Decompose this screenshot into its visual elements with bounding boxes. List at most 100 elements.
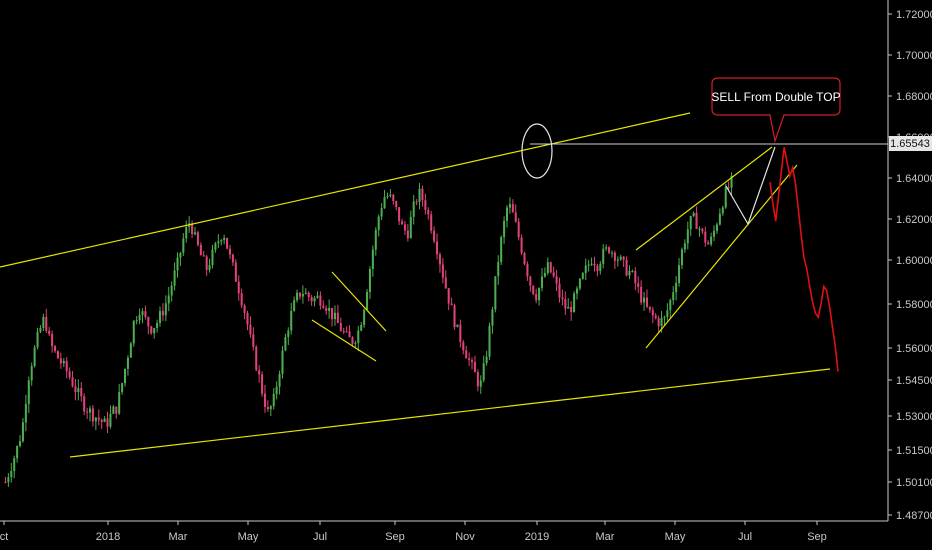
candle-body [141, 311, 144, 316]
candle-body [625, 259, 628, 276]
candle-body [357, 330, 360, 343]
candle-body [730, 176, 733, 188]
candle-body [436, 241, 439, 255]
candle-body [261, 374, 264, 394]
candle-body [473, 361, 476, 373]
candle-body [433, 230, 436, 242]
candle-body [307, 292, 310, 297]
candle-body [605, 247, 608, 249]
candle-body [389, 194, 392, 197]
candle-body [301, 293, 304, 297]
candle-body [640, 286, 643, 303]
lower-channel-line[interactable] [69, 368, 831, 458]
candle-body [581, 273, 584, 279]
candle-body [401, 221, 404, 225]
y-axis-ticks[interactable]: 1.720001.700001.680001.660001.640001.620… [888, 9, 932, 522]
candle-body [648, 306, 651, 310]
candle-body [161, 311, 164, 316]
candle-body [42, 316, 45, 328]
candle-body [293, 300, 296, 311]
candle-body [675, 282, 678, 293]
candle-body [363, 309, 366, 325]
y-tick-label: 1.62000 [896, 214, 932, 226]
candle-body [62, 360, 65, 364]
candle-body [398, 207, 401, 222]
candle-body [287, 330, 290, 338]
candle-body [616, 259, 619, 261]
drawings [0, 112, 888, 458]
candle-body [220, 240, 223, 242]
candle-body [345, 331, 348, 333]
candle-body [573, 293, 576, 313]
sell-callout-text: SELL From Double TOP [711, 90, 840, 104]
candle-body [608, 247, 611, 253]
candle-body [211, 249, 214, 266]
candle-body [672, 292, 675, 301]
candle-body [377, 216, 380, 231]
candle-body [678, 265, 681, 283]
candle-body [298, 292, 301, 297]
candle-body [214, 243, 217, 250]
candle-body [637, 283, 640, 287]
candle-body [89, 408, 92, 413]
candle-body [535, 293, 538, 301]
candle-body [80, 388, 83, 397]
candle-body [444, 277, 447, 289]
candle-body [118, 392, 121, 414]
candle-body [584, 265, 587, 274]
candle-body [698, 228, 701, 230]
candle-body [109, 413, 112, 427]
candle-body [179, 252, 182, 258]
candle-body [643, 297, 646, 303]
candle-body [290, 310, 293, 331]
y-tick-label: 1.54500 [896, 375, 932, 387]
candle-body [156, 322, 159, 329]
candle-body [351, 337, 354, 344]
candle-body [284, 337, 287, 351]
candle-body [657, 318, 660, 327]
candle-body [339, 323, 342, 332]
candle-body [333, 312, 336, 320]
candle-body [252, 334, 255, 347]
candle-body [234, 262, 237, 282]
candle-body [415, 201, 418, 203]
candle-body [83, 396, 86, 412]
candle-body [263, 393, 267, 407]
candle-body [686, 229, 689, 244]
candle-body [138, 315, 141, 321]
candle-body [543, 272, 546, 277]
candle-body [170, 285, 173, 296]
candle-body [269, 406, 272, 410]
x-tick-label: Jul [313, 531, 327, 543]
candle-body [36, 331, 39, 348]
candle-body [21, 422, 24, 442]
candle-body [409, 216, 412, 239]
candle-body [56, 351, 59, 359]
x-axis-ticks[interactable]: ct 2018 Mar May Jul Sep Nov 2019 Mar May Jul Sep [0, 521, 827, 543]
candle-body [348, 331, 351, 338]
upper-channel-line[interactable] [0, 112, 691, 268]
candle-body [272, 393, 275, 407]
candle-body [707, 242, 710, 245]
x-tick-label: Mar [169, 531, 188, 543]
candle-body [167, 295, 170, 304]
candle-body [30, 366, 33, 381]
candle-body [328, 307, 331, 312]
candle-body [176, 257, 179, 271]
candle-body [153, 328, 156, 334]
candle-body [86, 411, 89, 413]
candle-body [645, 297, 648, 307]
candle-body [468, 358, 471, 361]
candle-series [4, 172, 733, 487]
sell-callout[interactable]: SELL From Double TOP [711, 77, 841, 144]
candle-body [135, 320, 138, 322]
candle-body [106, 418, 109, 427]
candle-body [386, 196, 389, 198]
candle-body [713, 230, 716, 237]
candle-body [610, 252, 614, 254]
flag-upper-line[interactable] [331, 271, 387, 332]
wedge-upper-line[interactable] [635, 146, 773, 251]
flag-lower-line[interactable] [311, 319, 377, 362]
candle-body [701, 228, 704, 232]
